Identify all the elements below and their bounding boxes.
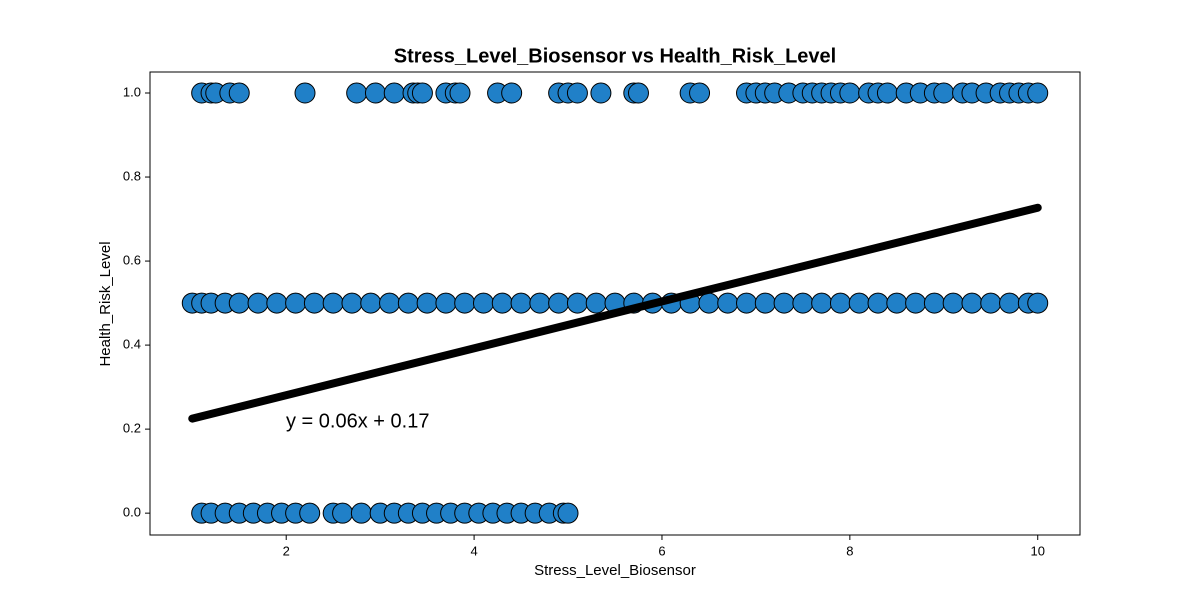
y-tick-label: 1.0 <box>123 84 141 99</box>
point <box>905 292 927 314</box>
point <box>322 292 344 314</box>
y-tick-label: 0.0 <box>123 505 141 520</box>
point <box>364 82 386 104</box>
x-tick-label: 6 <box>658 543 665 558</box>
point <box>839 82 861 104</box>
point <box>247 292 269 314</box>
point <box>876 82 898 104</box>
point <box>848 292 870 314</box>
y-tick-label: 0.8 <box>123 168 141 183</box>
point <box>383 82 405 104</box>
point <box>736 292 758 314</box>
point <box>1027 82 1049 104</box>
point <box>501 82 523 104</box>
point <box>529 292 551 314</box>
point <box>294 82 316 104</box>
point <box>228 82 250 104</box>
x-tick-label: 4 <box>470 543 477 558</box>
point <box>717 292 739 314</box>
point <box>933 82 955 104</box>
point <box>416 292 438 314</box>
point <box>923 292 945 314</box>
point <box>454 292 476 314</box>
point <box>303 292 325 314</box>
point <box>285 292 307 314</box>
fit-line <box>188 203 1042 423</box>
point <box>754 292 776 314</box>
point <box>792 292 814 314</box>
point <box>228 292 250 314</box>
point <box>350 502 372 524</box>
point <box>435 292 457 314</box>
chart-title: Stress_Level_Biosensor vs Health_Risk_Le… <box>394 45 836 67</box>
y-tick-label: 0.6 <box>123 253 141 268</box>
point <box>961 292 983 314</box>
point <box>472 292 494 314</box>
point <box>627 82 649 104</box>
x-tick-label: 8 <box>846 543 853 558</box>
point <box>449 82 471 104</box>
point <box>548 292 570 314</box>
point <box>867 292 889 314</box>
point <box>689 82 711 104</box>
equation-annotation: y = 0.06x + 0.17 <box>286 410 429 432</box>
point <box>773 292 795 314</box>
point <box>346 82 368 104</box>
point <box>698 292 720 314</box>
point <box>332 502 354 524</box>
x-axis-label: Stress_Level_Biosensor <box>534 562 696 579</box>
point <box>566 292 588 314</box>
point <box>1027 292 1049 314</box>
point <box>557 502 579 524</box>
point <box>411 82 433 104</box>
point <box>379 292 401 314</box>
point <box>886 292 908 314</box>
point <box>341 292 363 314</box>
point <box>397 292 419 314</box>
plot-frame <box>149 71 1081 536</box>
point <box>566 82 588 104</box>
point <box>829 292 851 314</box>
y-axis-label: Health_Risk_Level <box>97 241 114 366</box>
point <box>266 292 288 314</box>
point <box>590 82 612 104</box>
point <box>942 292 964 314</box>
point <box>299 502 321 524</box>
point <box>811 292 833 314</box>
point <box>360 292 382 314</box>
point <box>491 292 513 314</box>
y-tick-label: 0.2 <box>123 421 141 436</box>
x-tick-label: 2 <box>283 543 290 558</box>
point <box>999 292 1021 314</box>
point <box>510 292 532 314</box>
point <box>980 292 1002 314</box>
point <box>585 292 607 314</box>
y-tick-label: 0.4 <box>123 337 141 352</box>
x-tick-label: 10 <box>1030 543 1044 558</box>
